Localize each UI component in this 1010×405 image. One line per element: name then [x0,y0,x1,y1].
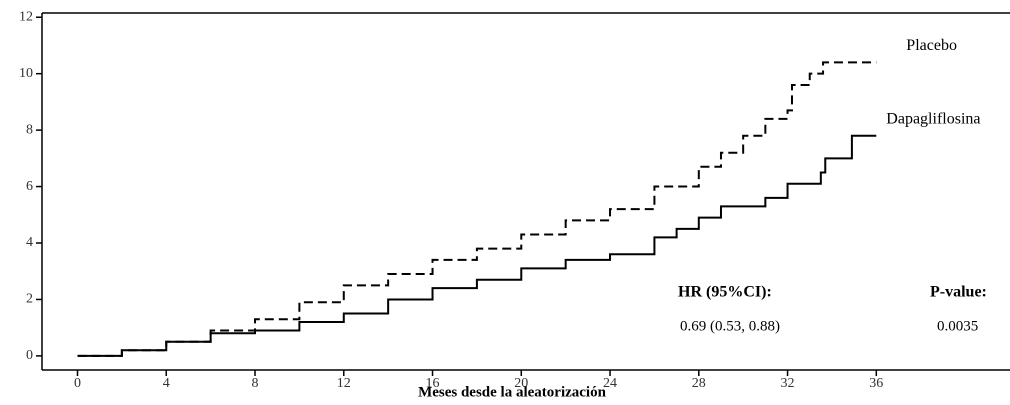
y-tick-label: 8 [26,122,33,137]
survival-curve [77,61,877,357]
x-tick-label: 12 [337,376,351,391]
x-tick-label: 32 [781,376,795,391]
y-tick-label: 2 [26,292,33,307]
x-tick-label: 8 [252,376,259,391]
x-axis-label: Meses desde la aleatorización [418,384,607,400]
x-tick-label: 0 [74,376,81,391]
x-tick-label: 16 [426,376,440,391]
x-tick-label: 20 [514,376,528,391]
annotation: P-value: [930,284,987,301]
y-tick-label: 6 [26,179,33,194]
annotation: HR (95%CI): [678,284,772,301]
x-tick-label: 24 [603,376,617,391]
x-tick-label: 36 [869,376,883,391]
y-tick-label: 0 [26,348,33,363]
x-tick-label: 28 [692,376,706,391]
y-tick-label: 12 [19,9,33,24]
survival-curve [77,134,877,357]
y-tick-label: 10 [19,66,33,81]
x-tick-label: 4 [163,376,170,391]
series-label: Dapagliflosina [886,110,980,127]
annotation: 0.69 (0.53, 0.88) [680,318,780,334]
series-label: Placebo [906,37,957,54]
y-tick-label: 4 [26,235,33,250]
annotation: 0.0035 [937,318,978,334]
